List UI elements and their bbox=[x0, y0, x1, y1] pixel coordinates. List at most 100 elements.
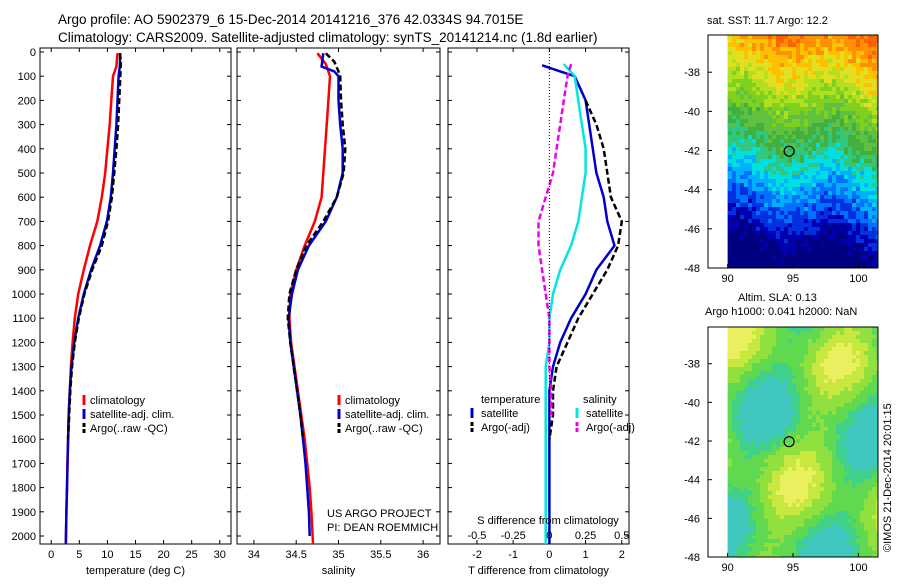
map-cell bbox=[856, 211, 860, 215]
map-cell bbox=[732, 467, 736, 471]
map-cell bbox=[740, 343, 744, 347]
map-cell bbox=[752, 467, 756, 471]
map-cell bbox=[760, 471, 764, 475]
map-cell bbox=[836, 67, 840, 71]
map-cell bbox=[872, 239, 876, 243]
map-cell bbox=[796, 75, 800, 79]
map-cell bbox=[772, 391, 776, 395]
map-cell bbox=[792, 327, 796, 331]
map-cell bbox=[728, 191, 732, 195]
map-cell bbox=[832, 99, 836, 103]
map-cell bbox=[832, 223, 836, 227]
map-cell bbox=[772, 135, 776, 139]
map-cell bbox=[764, 187, 768, 191]
map-cell bbox=[756, 195, 760, 199]
map-cell bbox=[732, 159, 736, 163]
map-cell bbox=[808, 195, 812, 199]
map-cell bbox=[812, 259, 816, 263]
map-cell bbox=[732, 403, 736, 407]
map-cell bbox=[792, 159, 796, 163]
map-cell bbox=[840, 423, 844, 427]
map-cell bbox=[784, 187, 788, 191]
map-cell bbox=[788, 123, 792, 127]
map-cell bbox=[804, 207, 808, 211]
map-cell bbox=[872, 351, 876, 355]
map-cell bbox=[868, 51, 872, 55]
map-cell bbox=[812, 135, 816, 139]
map-cell bbox=[848, 79, 852, 83]
map-cell bbox=[752, 511, 756, 515]
map-cell bbox=[848, 387, 852, 391]
map-cell bbox=[800, 123, 804, 127]
map-cell bbox=[760, 507, 764, 511]
map-cell bbox=[804, 67, 808, 71]
map-cell bbox=[824, 495, 828, 499]
map-cell bbox=[728, 35, 732, 39]
map-cell bbox=[836, 387, 840, 391]
map-cell bbox=[868, 371, 872, 375]
map-cell bbox=[840, 407, 844, 411]
map-cell bbox=[744, 455, 748, 459]
map-cell bbox=[784, 183, 788, 187]
map-cell bbox=[804, 479, 808, 483]
map-cell bbox=[748, 367, 752, 371]
map-cell bbox=[772, 447, 776, 451]
map-cell bbox=[788, 127, 792, 131]
map-cell bbox=[872, 171, 876, 175]
map-cell bbox=[816, 487, 820, 491]
map-cell bbox=[764, 507, 768, 511]
map-cell bbox=[768, 363, 772, 367]
map-cell bbox=[776, 43, 780, 47]
map-cell bbox=[752, 475, 756, 479]
map-cell bbox=[756, 507, 760, 511]
map-cell bbox=[796, 35, 800, 39]
map-cell bbox=[832, 375, 836, 379]
map-cell bbox=[836, 123, 840, 127]
map-cell bbox=[804, 79, 808, 83]
map-cell bbox=[772, 99, 776, 103]
map-cell bbox=[740, 395, 744, 399]
map-cell bbox=[772, 503, 776, 507]
map-cell bbox=[864, 391, 868, 395]
map-cell bbox=[856, 107, 860, 111]
map-cell bbox=[848, 483, 852, 487]
map-cell bbox=[836, 335, 840, 339]
map-cell bbox=[780, 339, 784, 343]
map-cell bbox=[864, 511, 868, 515]
map-cell bbox=[776, 211, 780, 215]
map-cell bbox=[792, 235, 796, 239]
map-cell bbox=[796, 87, 800, 91]
map-cell bbox=[796, 471, 800, 475]
map-cell bbox=[772, 467, 776, 471]
map-cell bbox=[760, 483, 764, 487]
map-cell bbox=[780, 503, 784, 507]
map-cell bbox=[752, 139, 756, 143]
map-cell bbox=[768, 471, 772, 475]
map-cell bbox=[856, 471, 860, 475]
map-cell bbox=[860, 183, 864, 187]
map-cell bbox=[752, 423, 756, 427]
map-cell bbox=[776, 467, 780, 471]
map-cell bbox=[852, 123, 856, 127]
map-cell bbox=[840, 427, 844, 431]
map-cell bbox=[792, 515, 796, 519]
map-cell bbox=[824, 527, 828, 531]
map-cell bbox=[860, 399, 864, 403]
map-cell bbox=[784, 95, 788, 99]
map-cell bbox=[760, 191, 764, 195]
map-cell bbox=[764, 75, 768, 79]
map-cell bbox=[860, 175, 864, 179]
map-cell bbox=[744, 443, 748, 447]
map-cell bbox=[816, 391, 820, 395]
map-cell bbox=[768, 179, 772, 183]
map-cell bbox=[740, 175, 744, 179]
map-cell bbox=[776, 47, 780, 51]
map-cell bbox=[732, 491, 736, 495]
map-cell bbox=[824, 335, 828, 339]
map-cell bbox=[828, 187, 832, 191]
map-cell bbox=[784, 47, 788, 51]
map-cell bbox=[812, 59, 816, 63]
map-cell bbox=[820, 479, 824, 483]
map-cell bbox=[736, 211, 740, 215]
map-cell bbox=[732, 195, 736, 199]
